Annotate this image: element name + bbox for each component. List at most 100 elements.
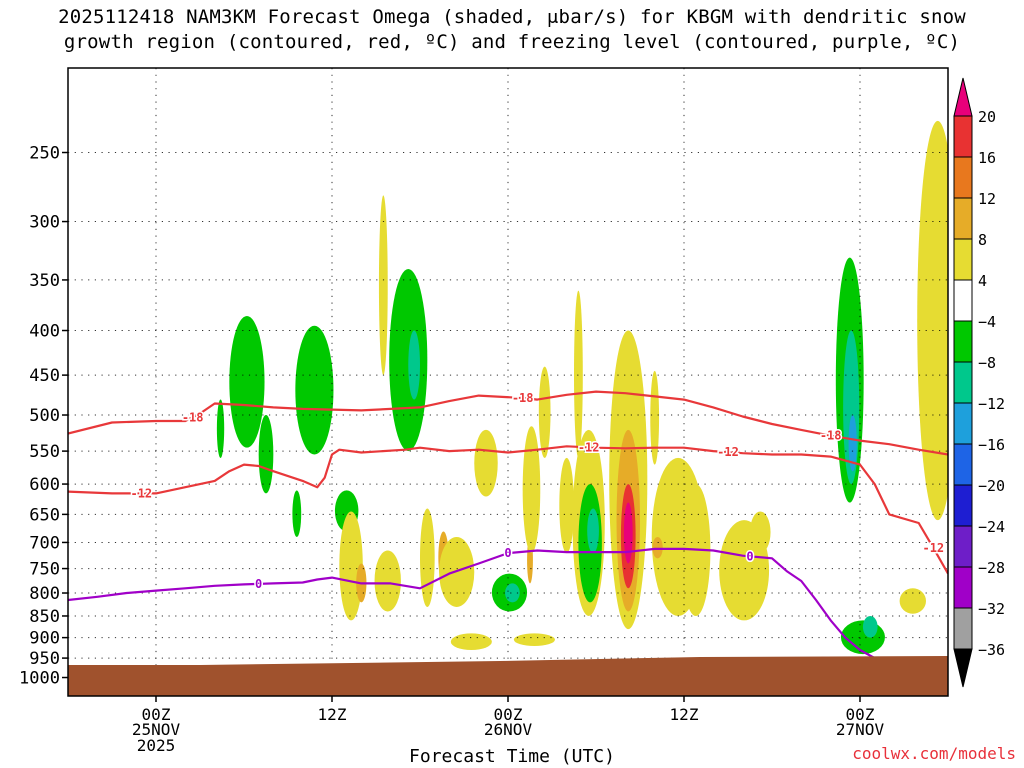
contour-label: 0: [504, 546, 511, 560]
colorbar-label: −20: [978, 477, 1005, 495]
contour-line: [68, 445, 948, 575]
omega-shaded-cell: [522, 426, 541, 554]
omega-shaded-cell: [229, 316, 265, 448]
omega-shaded-cell: [216, 399, 225, 458]
y-tick-label: 750: [29, 560, 60, 580]
contour-label: -18: [182, 410, 204, 424]
contour-label: -12: [717, 445, 739, 459]
colorbar-swatch: [953, 238, 973, 281]
colorbar-label: 16: [978, 149, 996, 167]
chart-title-line-2: growth region (contoured, red, ºC) and f…: [63, 31, 961, 53]
colorbar-swatch: [953, 156, 973, 199]
colorbar-label: −12: [978, 395, 1005, 413]
x-tick-label: 00Z: [846, 705, 875, 724]
colorbar-label: −36: [978, 641, 1005, 659]
y-axis: 2503003504004505005506006507007508008509…: [19, 144, 68, 689]
colorbar-label: 8: [978, 231, 987, 249]
omega-shaded-cell: [650, 370, 660, 465]
omega-shaded-cell: [374, 550, 401, 612]
colorbar-swatch: [953, 115, 973, 158]
y-tick-label: 550: [29, 442, 60, 462]
x-tick-date: 26NOV: [484, 720, 533, 739]
site-credit: coolwx.com/models: [852, 744, 1016, 763]
omega-shaded-cell: [292, 490, 302, 537]
colorbar-label: −8: [978, 354, 996, 372]
contour-line: [68, 390, 948, 456]
colorbar-label: −28: [978, 559, 1005, 577]
contour-label: 0: [746, 549, 753, 563]
colorbar-label: 4: [978, 272, 987, 290]
x-tick-label: 00Z: [142, 705, 171, 724]
y-tick-label: 300: [29, 213, 60, 233]
omega-shaded-cell: [378, 195, 388, 376]
colorbar-label: −4: [978, 313, 996, 331]
contour-layer: -18 -18 -18 -12 -12 -12 -12 0 0 0: [68, 389, 948, 664]
chart-title-line-1: 2025112418 NAM3KM Forecast Omega (shaded…: [58, 6, 966, 28]
x-tick-label: 00Z: [494, 705, 523, 724]
omega-shaded-cell: [587, 508, 599, 554]
x-tick-label: 12Z: [670, 705, 699, 724]
omega-shaded-cell: [258, 415, 274, 494]
y-tick-label: 800: [29, 584, 60, 604]
colorbar-swatch: [953, 443, 973, 486]
ground-layer: [68, 656, 948, 696]
colorbar-swatch: [953, 197, 973, 240]
y-tick-label: 450: [29, 366, 60, 386]
contour-label: -12: [578, 440, 600, 454]
y-tick-label: 850: [29, 607, 60, 627]
x-tick-year: 2025: [137, 736, 176, 755]
colorbar-label: −16: [978, 436, 1005, 454]
colorbar-swatch: [953, 566, 973, 609]
contour-label: -12: [130, 486, 152, 500]
omega-shaded-cell: [295, 325, 334, 455]
y-tick-label: 950: [29, 649, 60, 669]
terrain-surface: [68, 656, 948, 696]
omega-shaded-cell: [505, 583, 520, 603]
y-tick-label: 700: [29, 533, 60, 553]
colorbar-label: 12: [978, 190, 996, 208]
y-tick-label: 650: [29, 505, 60, 525]
omega-shaded-cell: [750, 511, 771, 554]
contour-label: 0: [255, 577, 262, 591]
colorbar-swatch: [953, 402, 973, 445]
y-tick-label: 250: [29, 144, 60, 164]
y-tick-label: 1000: [19, 669, 60, 689]
colorbar-swatch: [953, 77, 973, 117]
omega-shaded-cell: [420, 508, 435, 607]
x-tick-date: 27NOV: [836, 720, 885, 739]
y-tick-label: 400: [29, 322, 60, 342]
y-tick-label: 500: [29, 406, 60, 426]
omega-shaded-cell: [538, 366, 551, 458]
omega-shaded-cell: [862, 615, 878, 638]
contour-label: -12: [922, 541, 944, 555]
omega-shaded-cell: [917, 120, 948, 521]
omega-shaded-cell: [450, 633, 492, 651]
omega-shaded-cell: [389, 268, 428, 452]
omega-shaded-cell: [840, 620, 885, 655]
colorbar: 20 16 12 8 4 −4 −8 −12 −16 −20 −24 −28 −32 −36: [953, 77, 1005, 688]
omega-shading-layer: [216, 120, 948, 655]
omega-shaded-cell: [474, 429, 498, 497]
colorbar-swatch: [953, 484, 973, 527]
colorbar-label: −32: [978, 600, 1005, 618]
omega-shaded-cell: [559, 457, 575, 554]
y-tick-label: 900: [29, 629, 60, 649]
omega-shaded-cell: [899, 588, 926, 614]
omega-shaded-cell: [623, 502, 633, 564]
omega-shaded-cell: [848, 415, 857, 472]
contour-label: -18: [512, 391, 534, 405]
y-tick-label: 600: [29, 475, 60, 495]
colorbar-label: −24: [978, 518, 1005, 536]
omega-shaded-cell: [408, 330, 420, 400]
x-tick-date: 25NOV: [132, 720, 181, 739]
x-tick-label: 12Z: [318, 705, 347, 724]
colorbar-swatch: [953, 607, 973, 650]
contour-label: -18: [820, 429, 842, 443]
omega-shaded-cell: [513, 633, 555, 646]
y-tick-label: 350: [29, 271, 60, 291]
x-axis-title: Forecast Time (UTC): [409, 746, 615, 767]
colorbar-swatch: [953, 361, 973, 404]
colorbar-swatch: [953, 320, 973, 363]
